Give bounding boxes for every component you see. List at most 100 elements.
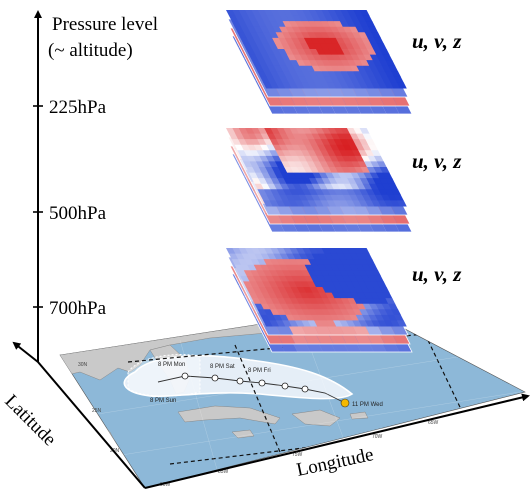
field-cell — [365, 259, 376, 266]
field-cell — [396, 82, 407, 89]
variables-label-700: u, v, z — [412, 262, 462, 286]
track-point-label: 8 PM Sat — [210, 364, 235, 370]
field-cell — [351, 323, 370, 335]
field-cell — [365, 139, 376, 146]
field-cell — [371, 270, 382, 277]
forecast-cone-hatched — [127, 354, 201, 397]
field-cell — [359, 248, 370, 254]
pressure-axis-title-line2: (~ altitude) — [48, 40, 133, 61]
field-cell — [368, 144, 379, 151]
field-cell — [382, 54, 393, 61]
field-cell — [391, 309, 402, 316]
storm-current-position — [340, 398, 350, 408]
track-map: 8 PM Mon 8 PM Sat 8 PM Fri 8 PM Sun 11 PM We… — [59, 307, 526, 489]
field-cell — [359, 128, 370, 134]
field-cell — [340, 94, 360, 106]
track-point-marker — [301, 385, 309, 393]
track-point-marker — [236, 377, 244, 385]
field-cell — [313, 323, 332, 335]
field-cell — [379, 287, 390, 293]
field-cell — [366, 94, 385, 106]
level-label-500: 500hPa — [49, 203, 107, 224]
field-cell — [373, 155, 384, 162]
field-cell — [393, 76, 404, 83]
field-cell — [385, 178, 396, 185]
field-cell — [366, 212, 385, 224]
field-cell — [364, 85, 383, 97]
field-cell — [302, 94, 321, 106]
field-cell — [327, 332, 347, 344]
field-cell — [353, 94, 372, 106]
field-cell — [300, 323, 319, 335]
field-cell — [396, 320, 407, 327]
field-cell — [364, 203, 383, 215]
longitude-tick-label: 65W — [428, 420, 439, 426]
field-cell — [327, 212, 347, 224]
latitude-tick-label: 25N — [92, 408, 102, 414]
field-cell — [289, 212, 309, 224]
field-cell — [376, 203, 396, 215]
field-cell — [364, 323, 383, 335]
longitude-axis — [37, 361, 146, 489]
field-cell — [302, 212, 321, 224]
track-point-marker — [181, 372, 189, 380]
field-cell — [353, 212, 372, 224]
track-point-label: 8 PM Sun — [150, 398, 176, 404]
field-cell — [315, 94, 334, 106]
field-cell — [362, 253, 373, 260]
field-cell — [338, 203, 358, 215]
field-cell — [289, 94, 309, 106]
field-cell — [275, 323, 294, 335]
map-land-cuba — [177, 405, 281, 425]
field-cell — [371, 32, 382, 39]
field-cell — [300, 85, 319, 97]
map-land-jamaica — [231, 429, 255, 439]
field-cell — [391, 189, 402, 196]
field-cell — [289, 332, 309, 344]
field-cell — [277, 332, 296, 344]
track-point-marker — [211, 374, 219, 382]
field-cell — [378, 212, 398, 224]
longitude-axis-tail — [144, 393, 530, 489]
field-cell — [382, 172, 393, 179]
field-cell — [338, 85, 358, 97]
field-cell — [302, 332, 321, 344]
field-cell — [315, 332, 334, 344]
field-cell — [376, 323, 396, 335]
field-cell — [371, 150, 382, 157]
field-cell — [373, 275, 384, 282]
map-land-hispaniola — [291, 409, 341, 427]
field-cell — [379, 49, 390, 55]
field-cell — [378, 332, 398, 344]
field-cell — [325, 323, 345, 335]
field-sheet-top — [226, 248, 407, 327]
level-label-225: 225hPa — [49, 97, 107, 118]
longitude-tick-label: 70W — [372, 434, 383, 440]
field-cell — [365, 21, 376, 28]
field-cell — [325, 85, 345, 97]
field-cell — [275, 85, 294, 97]
field-cell — [340, 212, 360, 224]
field-cell — [351, 85, 370, 97]
field-cell — [396, 200, 407, 207]
field-cell — [385, 298, 396, 305]
layer-stack-0 — [226, 10, 413, 115]
track-point-label: 8 PM Mon — [158, 362, 185, 368]
longitude-tick-label: 75W — [292, 452, 303, 458]
field-cell — [362, 133, 373, 140]
field-cell — [376, 43, 387, 50]
field-cell — [366, 332, 385, 344]
field-cell — [351, 203, 370, 215]
track-point-marker — [258, 379, 266, 387]
pressure-layers — [226, 10, 413, 353]
field-cell — [275, 203, 294, 215]
field-cell — [376, 85, 396, 97]
field-cell — [277, 94, 296, 106]
layer-stack-2 — [226, 248, 413, 353]
field-cell — [373, 37, 384, 44]
field-cell — [368, 26, 379, 33]
field-cell — [287, 323, 307, 335]
field-cell — [393, 194, 404, 201]
latitude-axis — [12, 341, 39, 363]
variables-label-225: u, v, z — [412, 29, 462, 53]
